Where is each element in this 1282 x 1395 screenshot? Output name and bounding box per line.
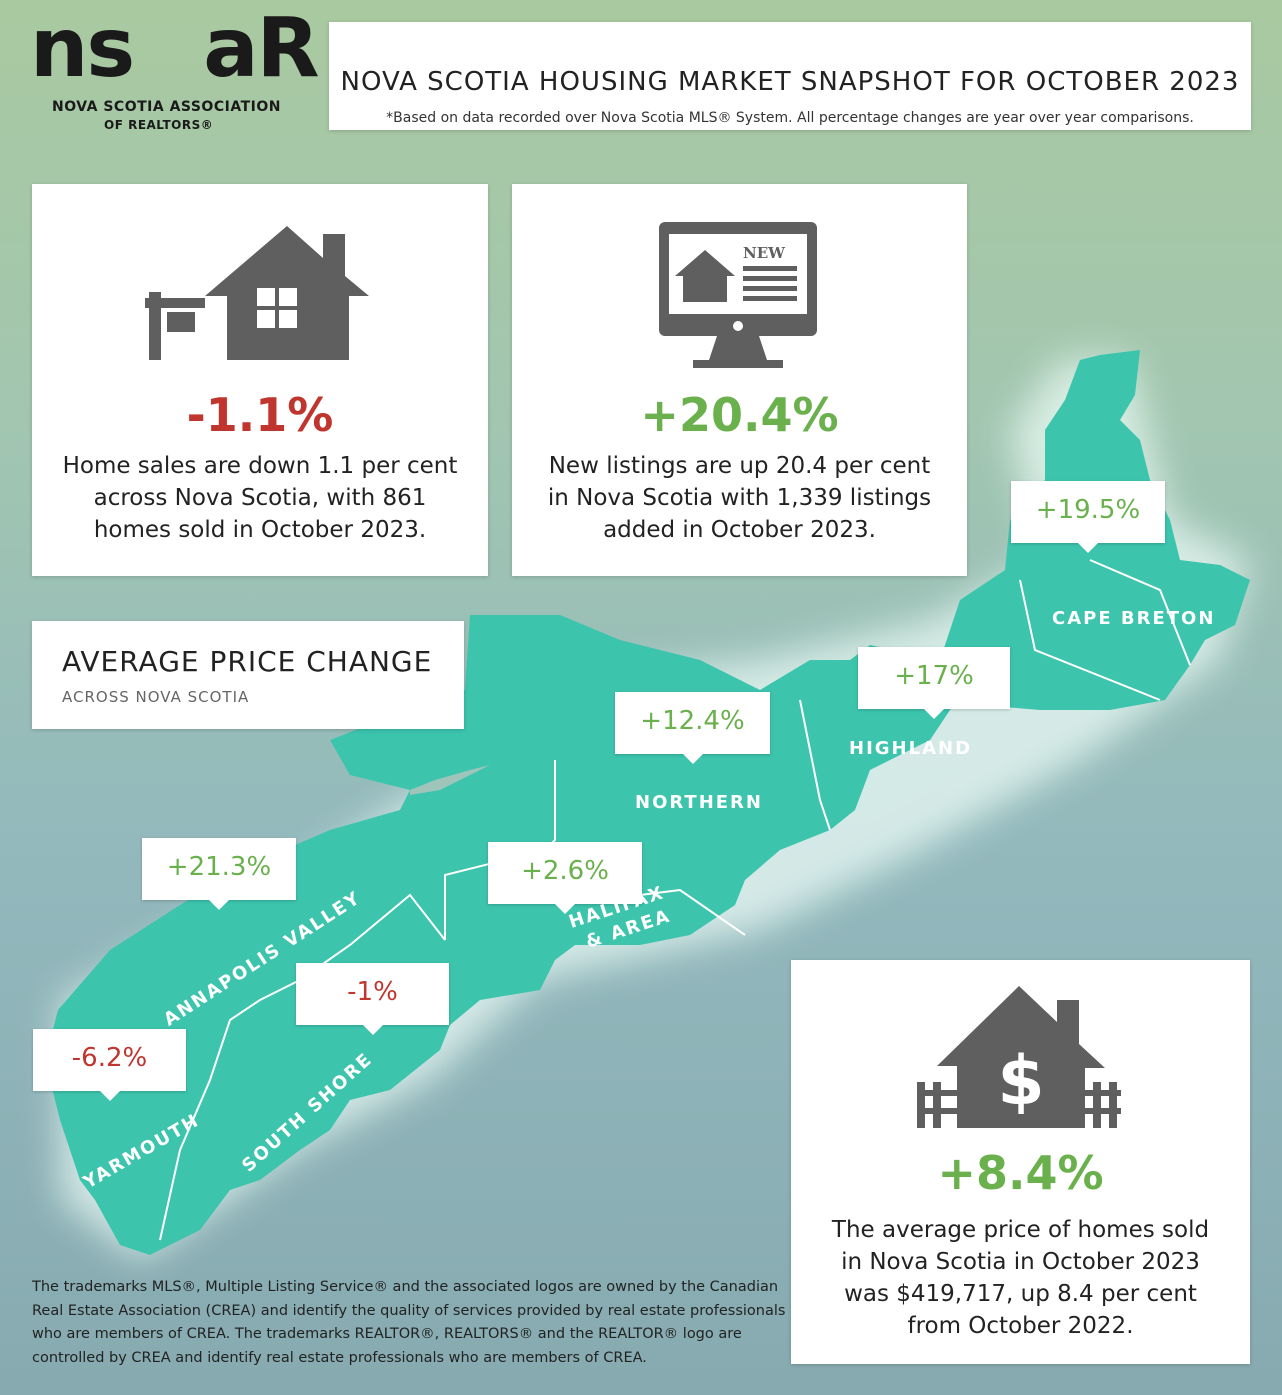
cape-breton-label: CAPE BRETON [1052, 608, 1216, 629]
home-sales-change: -1.1% [186, 388, 334, 442]
avg-price-line3: was $419,717, up 8.4 per cent [844, 1281, 1197, 1307]
logo-name-line2: OF REALTORS® [104, 118, 214, 132]
logo-ar: aR [203, 1, 319, 96]
house-dollar-icon: $ [917, 986, 1121, 1128]
monitor-new-listing-icon: NEW [659, 222, 817, 368]
header-card: NOVA SCOTIA HOUSING MARKET SNAPSHOT FOR … [329, 22, 1251, 130]
logo-name-line1: NOVA SCOTIA ASSOCIATION [52, 99, 281, 115]
home-sales-line3: homes sold in October 2023. [93, 517, 427, 543]
annapolis-change: +21.3% [142, 838, 296, 910]
south-shore-change: -1% [296, 963, 449, 1035]
avg-price-line4: from October 2022. [907, 1313, 1134, 1339]
halifax-change: +2.6% [488, 842, 642, 914]
new-listings-card: NEW +20.4% New listings are up 20.4 per … [512, 184, 967, 576]
northern-label: NORTHERN [635, 792, 763, 813]
cape-breton-change: +19.5% [1011, 481, 1165, 553]
svg-text:$: $ [997, 1042, 1044, 1121]
avg-price-change: +8.4% [937, 1146, 1104, 1200]
logo-ns: ns [30, 1, 135, 96]
avg-price-heading-card: AVERAGE PRICE CHANGE ACROSS NOVA SCOTIA [32, 621, 464, 729]
avg-price-line1: The average price of homes sold [831, 1217, 1210, 1243]
new-listings-change: +20.4% [640, 388, 839, 442]
new-listings-line2: in Nova Scotia with 1,339 listings [547, 485, 932, 511]
new-listings-line3: added in October 2023. [603, 517, 876, 543]
avg-price-line2: in Nova Scotia in October 2023 [841, 1249, 1200, 1275]
house-for-sale-icon [145, 226, 369, 360]
avg-price-heading-subtitle: ACROSS NOVA SCOTIA [62, 688, 250, 706]
logo-house-icon [133, 8, 203, 90]
page-title: NOVA SCOTIA HOUSING MARKET SNAPSHOT FOR … [340, 67, 1240, 97]
home-sales-line2: across Nova Scotia, with 861 [93, 485, 427, 511]
home-sales-line1: Home sales are down 1.1 per cent [62, 453, 458, 479]
highland-label: HIGHLAND [849, 738, 973, 759]
home-sales-card: -1.1% Home sales are down 1.1 per cent a… [32, 184, 488, 576]
house-roof-icon [133, 0, 203, 16]
logo-letters: ns aR [30, 8, 320, 90]
northern-change: +12.4% [615, 692, 770, 764]
svg-text:NEW: NEW [743, 244, 786, 262]
highland-change: +17% [858, 647, 1010, 719]
mainland-shape [45, 615, 960, 1255]
yarmouth-change: -6.2% [33, 1029, 186, 1101]
page-subtitle: *Based on data recorded over Nova Scotia… [386, 110, 1194, 126]
avg-price-heading-title: AVERAGE PRICE CHANGE [62, 645, 433, 678]
trademark-footnote: The trademarks MLS®, Multiple Listing Se… [32, 1279, 786, 1366]
new-listings-line1: New listings are up 20.4 per cent [548, 453, 931, 479]
avg-price-card: $ +8.4% The average price of homes sold … [791, 960, 1250, 1364]
